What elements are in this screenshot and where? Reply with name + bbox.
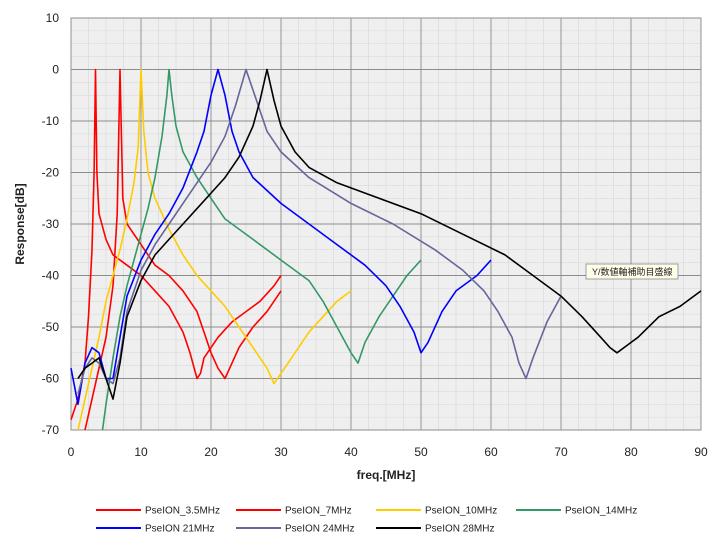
y-tick-label: -30 <box>42 217 60 231</box>
series-line-3 <box>101 68 422 431</box>
series-line-2 <box>77 68 352 431</box>
y-tick-label: -50 <box>42 320 60 334</box>
y-axis-title: Response[dB] <box>13 183 27 264</box>
x-tick-label: 20 <box>204 445 218 459</box>
y-tick-label: -10 <box>42 114 60 128</box>
x-tick-label: 70 <box>554 445 568 459</box>
legend-label-1: PseION_7MHz <box>285 506 352 517</box>
y-tick-label: 10 <box>46 11 60 25</box>
y-tick-label: -70 <box>42 423 60 437</box>
y-tick-label: -20 <box>42 166 60 180</box>
y-tick-labels: 10 0 -10 -20 -30 -40 -50 -60 -70 <box>42 11 60 437</box>
series-line-1 <box>84 68 282 431</box>
series-line-6 <box>77 68 702 400</box>
legend: PseION_3.5MHz PseION_7MHz PseION_10MHz PseI… <box>96 506 637 535</box>
legend-label-5: PseION 24MHz <box>285 524 354 535</box>
x-tick-label: 50 <box>414 445 428 459</box>
series-line-4 <box>70 68 492 406</box>
series-layer <box>70 68 702 431</box>
x-tick-label: 80 <box>624 445 638 459</box>
x-tick-label: 30 <box>274 445 288 459</box>
annotation-text: Y/数値軸補助目盛線 <box>592 266 673 277</box>
annotation-box: Y/数値軸補助目盛線 <box>585 263 679 280</box>
major-grid <box>70 17 702 431</box>
x-tick-label: 0 <box>68 445 75 459</box>
series-line-0 <box>70 68 282 420</box>
x-tick-label: 10 <box>134 445 148 459</box>
y-tick-label: -60 <box>42 372 60 386</box>
legend-label-2: PseION_10MHz <box>425 506 497 517</box>
y-tick-label: 0 <box>52 63 59 77</box>
x-tick-label: 60 <box>484 445 498 459</box>
x-tick-labels: 0 10 20 30 40 50 60 70 80 90 <box>68 445 708 459</box>
series-line-5 <box>77 68 562 395</box>
legend-label-4: PseION 21MHz <box>145 524 214 535</box>
x-axis-title: freq.[MHz] <box>357 468 416 482</box>
legend-label-6: PseION 28MHz <box>425 524 494 535</box>
x-tick-label: 90 <box>694 445 708 459</box>
legend-label-3: PseION_14MHz <box>565 506 637 517</box>
legend-label-0: PseION_3.5MHz <box>145 506 220 517</box>
y-tick-label: -40 <box>42 269 60 283</box>
x-tick-label: 40 <box>344 445 358 459</box>
